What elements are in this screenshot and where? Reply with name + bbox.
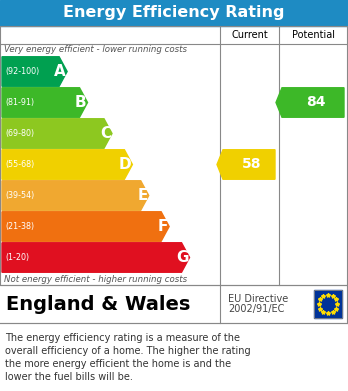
Text: G: G [176, 250, 189, 265]
Text: the more energy efficient the home is and the: the more energy efficient the home is an… [5, 359, 231, 369]
Text: Potential: Potential [292, 30, 335, 40]
Text: Energy Efficiency Rating: Energy Efficiency Rating [63, 5, 285, 20]
Polygon shape [2, 212, 169, 241]
Text: (69-80): (69-80) [5, 129, 34, 138]
Text: F: F [158, 219, 168, 234]
Text: (55-68): (55-68) [5, 160, 34, 169]
Polygon shape [2, 181, 149, 210]
Text: The energy efficiency rating is a measure of the: The energy efficiency rating is a measur… [5, 333, 240, 343]
Text: (81-91): (81-91) [5, 98, 34, 107]
Text: (1-20): (1-20) [5, 253, 29, 262]
Bar [0, 26, 347, 285]
Polygon shape [2, 88, 87, 117]
Text: Very energy efficient - lower running costs: Very energy efficient - lower running co… [4, 45, 187, 54]
Text: 84: 84 [306, 95, 325, 109]
Text: 58: 58 [242, 158, 261, 172]
Text: (39-54): (39-54) [5, 191, 34, 200]
Polygon shape [2, 57, 67, 86]
Polygon shape [276, 88, 344, 117]
Polygon shape [2, 150, 132, 179]
Text: E: E [137, 188, 148, 203]
Text: lower the fuel bills will be.: lower the fuel bills will be. [5, 372, 133, 382]
Text: B: B [75, 95, 87, 110]
Text: England & Wales: England & Wales [6, 294, 190, 314]
Polygon shape [217, 150, 275, 179]
Text: (92-100): (92-100) [5, 67, 39, 76]
Bar [0, 323, 348, 391]
Bar [0, 285, 348, 323]
Text: Current: Current [231, 30, 268, 40]
Text: C: C [100, 126, 111, 141]
Bar [0, 0, 348, 26]
Text: A: A [54, 64, 66, 79]
Text: overall efficiency of a home. The higher the rating: overall efficiency of a home. The higher… [5, 346, 251, 356]
Text: (21-38): (21-38) [5, 222, 34, 231]
Text: 2002/91/EC: 2002/91/EC [228, 304, 284, 314]
Polygon shape [2, 119, 112, 148]
Bar [314, 290, 342, 318]
Text: Not energy efficient - higher running costs: Not energy efficient - higher running co… [4, 274, 187, 283]
Bar [314, 290, 342, 318]
Polygon shape [2, 243, 190, 272]
Text: D: D [119, 157, 132, 172]
Text: EU Directive: EU Directive [228, 294, 288, 304]
